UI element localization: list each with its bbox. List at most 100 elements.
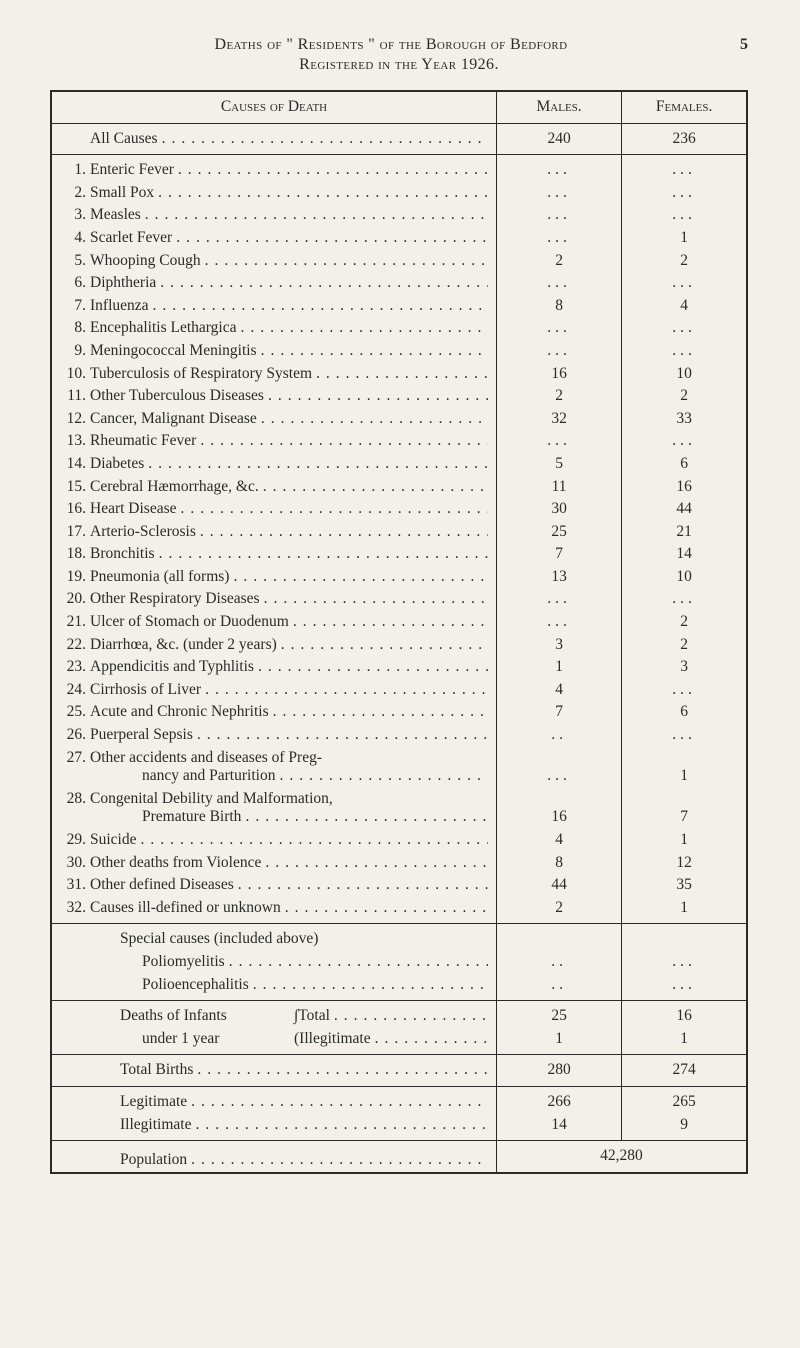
legitimate-m: 266 <box>496 1086 621 1113</box>
leader-dots <box>316 365 488 384</box>
leader-dots <box>293 613 488 632</box>
special-f: ... <box>622 951 747 974</box>
cause-index: 6. <box>60 274 90 293</box>
cause-index: 1. <box>60 161 90 180</box>
cause-males: 1 <box>496 656 621 679</box>
cause-females: ... <box>622 724 747 747</box>
legitimate-f: 265 <box>622 1086 747 1113</box>
cause-row: 14.Diabetes56 <box>51 453 747 476</box>
page-title-line1: Deaths of " Residents " of the Borough o… <box>50 36 732 54</box>
cause-label: Whooping Cough <box>90 252 205 271</box>
illegitimate-label: Illegitimate <box>90 1116 195 1135</box>
cause-females: 2 <box>622 634 747 657</box>
cause-label: Suicide <box>90 831 141 850</box>
leader-dots <box>141 831 488 850</box>
leader-dots <box>145 206 488 225</box>
cause-row: 16.Heart Disease3044 <box>51 498 747 521</box>
col-header-males: Males. <box>496 91 621 123</box>
cause-row: 19.Pneumonia (all forms)1310 <box>51 566 747 589</box>
cause-males: ... <box>496 611 621 634</box>
cause-row: 23.Appendicitis and Typhlitis13 <box>51 656 747 679</box>
cause-row: 8.Encephalitis Lethargica...... <box>51 317 747 340</box>
leader-dots <box>238 876 488 895</box>
cause-label: Other deaths from Violence <box>90 854 265 873</box>
cause-row: 3.Measles...... <box>51 204 747 227</box>
cause-males: 25 <box>496 521 621 544</box>
cause-males: 16 <box>496 363 621 386</box>
leader-dots <box>229 953 488 972</box>
cause-females: 35 <box>622 874 747 897</box>
leader-dots <box>178 161 488 180</box>
deaths-table: Causes of Death Males. Females. All Caus… <box>50 90 748 1174</box>
leader-dots <box>191 1151 488 1170</box>
cause-males: ... <box>496 272 621 295</box>
special-header: Special causes (included above) <box>90 930 322 949</box>
cause-index: 26. <box>60 726 90 745</box>
cause-males: 16 <box>496 788 621 829</box>
cause-males: ... <box>496 182 621 205</box>
population-label: Population <box>90 1151 191 1170</box>
leader-dots <box>197 1061 488 1080</box>
legitimate-row: Legitimate 266 265 <box>51 1086 747 1113</box>
illegitimate-m: 14 <box>496 1114 621 1141</box>
all-causes-label: All Causes <box>51 123 496 155</box>
cause-row: 6.Diphtheria...... <box>51 272 747 295</box>
total-births-f: 274 <box>622 1055 747 1087</box>
cause-label: Acute and Chronic Nephritis <box>90 703 273 722</box>
cause-label: Cerebral Hæmorrhage, &c. <box>90 478 263 497</box>
cause-index: 15. <box>60 478 90 497</box>
leader-dots <box>200 523 488 542</box>
leader-dots <box>205 681 488 700</box>
leader-dots <box>191 1093 488 1112</box>
cause-females: 4 <box>622 295 747 318</box>
leader-dots <box>159 545 488 564</box>
cause-label: Other Respiratory Diseases <box>90 590 264 609</box>
cause-males: ... <box>496 227 621 250</box>
cause-label: Appendicitis and Typhlitis <box>90 658 258 677</box>
infants-row: under 1 year ( Illegitimate 1 1 <box>51 1028 747 1055</box>
cause-row: 10.Tuberculosis of Respiratory System161… <box>51 363 747 386</box>
cause-label: Congenital Debility and Malformation, <box>90 790 337 809</box>
cause-males: 11 <box>496 476 621 499</box>
cause-males: 8 <box>496 852 621 875</box>
cause-label: Diabetes <box>90 455 148 474</box>
cause-label: Other accidents and diseases of Preg- <box>90 749 326 768</box>
cause-males: 32 <box>496 408 621 431</box>
cause-index: 29. <box>60 831 90 850</box>
cause-females: 3 <box>622 656 747 679</box>
cause-index: 3. <box>60 206 90 225</box>
cause-males: ... <box>496 317 621 340</box>
cause-row: 27.Other accidents and diseases of Preg-… <box>51 747 747 788</box>
col-header-cause: Causes of Death <box>51 91 496 123</box>
cause-label: Influenza <box>90 297 153 316</box>
cause-males: 2 <box>496 250 621 273</box>
cause-label: Small Pox <box>90 184 158 203</box>
cause-row: 7.Influenza84 <box>51 295 747 318</box>
cause-row: 25.Acute and Chronic Nephritis76 <box>51 701 747 724</box>
leader-dots <box>268 387 488 406</box>
cause-females: ... <box>622 340 747 363</box>
infants-f: 16 <box>622 1001 747 1028</box>
cause-females: ... <box>622 204 747 227</box>
cause-label: Measles <box>90 206 145 225</box>
cause-females: ... <box>622 182 747 205</box>
special-label: Poliomyelitis <box>90 953 229 972</box>
cause-index: 32. <box>60 899 90 918</box>
leader-dots <box>162 130 488 149</box>
cause-row: 13.Rheumatic Fever...... <box>51 430 747 453</box>
population-value: 42,280 <box>496 1141 747 1173</box>
cause-index: 2. <box>60 184 90 203</box>
illegitimate-row: Illegitimate 14 9 <box>51 1114 747 1141</box>
leader-dots <box>264 590 488 609</box>
cause-row: 24.Cirrhosis of Liver4... <box>51 679 747 702</box>
total-births-label: Total Births <box>90 1061 197 1080</box>
cause-males: 44 <box>496 874 621 897</box>
cause-females: 1 <box>622 897 747 924</box>
cause-label: Heart Disease <box>90 500 181 519</box>
cause-index: 7. <box>60 297 90 316</box>
cause-males: 7 <box>496 543 621 566</box>
leader-dots <box>265 854 488 873</box>
cause-index: 16. <box>60 500 90 519</box>
leader-dots <box>158 184 488 203</box>
cause-index: 28. <box>60 790 90 809</box>
